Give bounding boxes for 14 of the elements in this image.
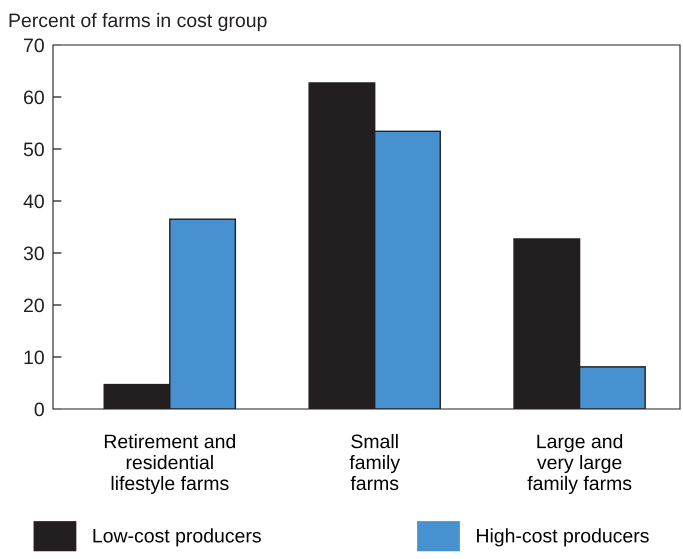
y-tick-label: 70 <box>24 38 44 52</box>
y-tick-label: 60 <box>24 90 44 104</box>
legend-label: Low-cost producers <box>93 528 261 546</box>
x-tick-label: Retirement and residential lifestyle farms <box>104 434 236 494</box>
y-tick-label: 10 <box>24 350 44 364</box>
x-tick-label: Small family farms <box>350 434 400 490</box>
y-tick-label: 40 <box>23 194 44 208</box>
y-tick-label: 0 <box>34 402 44 416</box>
legend-label: High-cost producers <box>477 528 649 546</box>
y-tick-label: 20 <box>24 298 44 312</box>
y-axis-title: Percent of farms in cost group <box>10 12 267 32</box>
y-tick-label: 30 <box>24 246 44 260</box>
x-tick-label: Large and very large family farms <box>527 434 632 494</box>
y-tick-label: 50 <box>24 142 44 156</box>
